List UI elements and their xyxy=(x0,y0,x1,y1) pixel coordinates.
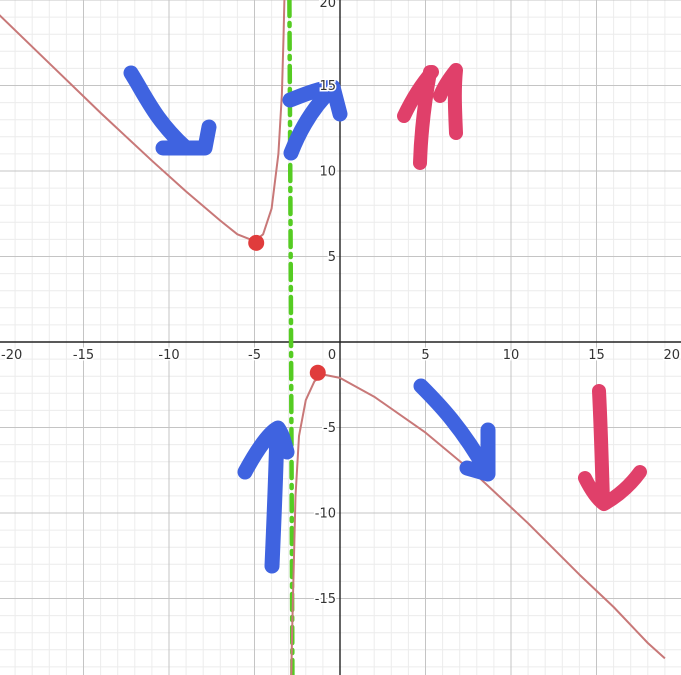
blue-arrow-down-right xyxy=(413,378,496,482)
x-tick-label: 0 xyxy=(328,348,336,363)
y-tick-label: 15 xyxy=(319,79,336,94)
curve-branch-1 xyxy=(0,0,286,243)
tick-labels: -20 -15 -10 -5 0 5 10 15 20 20 15 10 5 -5 -10 -15 xyxy=(0,0,681,609)
blue-arrow-up-bottom xyxy=(237,420,295,574)
x-tick-label: 5 xyxy=(421,348,429,363)
y-tick-label: 20 xyxy=(319,0,336,11)
y-tick-label: -15 xyxy=(315,592,336,607)
curve-layer xyxy=(0,0,666,675)
red-arrow-down xyxy=(578,384,647,511)
y-tick-label: 5 xyxy=(328,250,336,265)
x-tick-label: 15 xyxy=(588,348,605,363)
x-tick-label: 20 xyxy=(663,348,680,363)
x-tick-label: -5 xyxy=(248,348,261,363)
x-tick-label: -15 xyxy=(73,348,94,363)
curve-branch-2 xyxy=(290,373,666,675)
red-arrow-up-double xyxy=(397,63,463,170)
critical-point-2 xyxy=(309,364,326,381)
blue-arrow-down-right-left xyxy=(123,65,217,156)
x-tick-label: -20 xyxy=(1,348,22,363)
x-tick-label: 10 xyxy=(503,348,520,363)
y-tick-label: -5 xyxy=(323,421,336,436)
y-tick-label: 10 xyxy=(319,165,336,180)
y-tick-label: -10 xyxy=(315,507,336,522)
hand-drawn-arrows xyxy=(123,63,647,574)
critical-point-1 xyxy=(248,234,265,251)
x-tick-label: -10 xyxy=(158,348,179,363)
point-layer xyxy=(248,234,326,381)
blue-arrow-up-right-mid xyxy=(282,79,348,161)
